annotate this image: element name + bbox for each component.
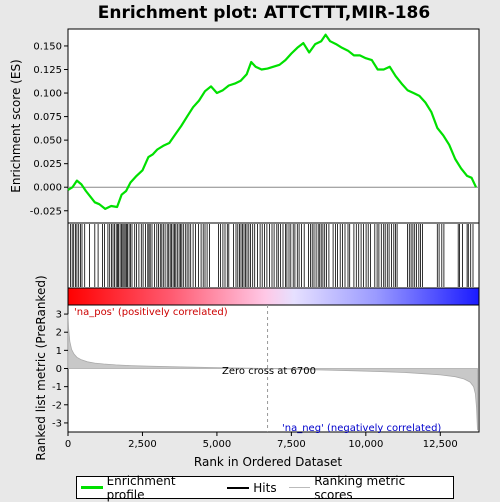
metric-ytick-label: 2 (56, 328, 62, 339)
es-ytick-label: 0.000 (33, 183, 62, 194)
es-ytick-label: 0.025 (33, 159, 62, 170)
metric-ytick-label: 0 (56, 364, 62, 375)
metric-ytick-label: -3 (52, 418, 62, 429)
x-tick-label: 2,500 (128, 439, 157, 450)
neg-label: 'na_neg' (negatively correlated) (282, 423, 441, 434)
hits-panel-frame (67, 222, 480, 289)
es-ytick-label: -0.025 (30, 206, 62, 217)
legend-label-enrichment: Enrichment profile (106, 473, 176, 502)
legend: Enrichment profile Hits Ranking metric s… (76, 473, 454, 502)
metric-ytick-label: 3 (56, 310, 62, 321)
es-ytick-label: 0.100 (33, 89, 62, 100)
pos-label: 'na_pos' (positively correlated) (74, 307, 228, 318)
chart-title: Enrichment plot: ATTCTTT,MIR-186 (98, 3, 430, 23)
es-ytick-label: 0.150 (33, 41, 62, 52)
es-ytick-label: 0.125 (33, 65, 62, 76)
metric-ytick-label: -1 (52, 382, 62, 393)
x-tick-label: 7,500 (277, 439, 306, 450)
legend-label-metric: Ranking metric scores (314, 473, 406, 502)
legend-item-hits: Hits (227, 480, 277, 495)
enrichment-profile-line (67, 33, 477, 210)
legend-item-metric: Ranking metric scores (288, 473, 445, 502)
es-panel-frame (67, 28, 480, 224)
metric-ytick-label: -2 (52, 400, 62, 411)
ranking-metric-area (67, 314, 478, 431)
es-ytick-label: 0.075 (33, 112, 62, 123)
x-tick-label: 12,500 (423, 439, 458, 450)
es-ytick-label: 0.050 (33, 136, 62, 147)
x-tick-label: 0 (65, 439, 71, 450)
x-tick-label: 5,000 (203, 439, 232, 450)
legend-swatch-black (227, 486, 250, 489)
x-tick-label: 10,000 (348, 439, 383, 450)
legend-item-enrichment: Enrichment profile (81, 474, 215, 502)
metric-ylabel: Ranked list metric (PreRanked) (34, 275, 48, 460)
legend-swatch-green (81, 486, 103, 489)
rank-color-bar (67, 287, 480, 306)
x-axis-label: Rank in Ordered Dataset (194, 455, 342, 469)
zero-cross-label: Zero cross at 6700 (222, 366, 316, 377)
legend-swatch-gray (288, 487, 311, 488)
legend-label-hits: Hits (253, 480, 277, 495)
es-ylabel: Enrichment score (ES) (9, 59, 23, 192)
metric-ytick-label: 1 (56, 346, 62, 357)
